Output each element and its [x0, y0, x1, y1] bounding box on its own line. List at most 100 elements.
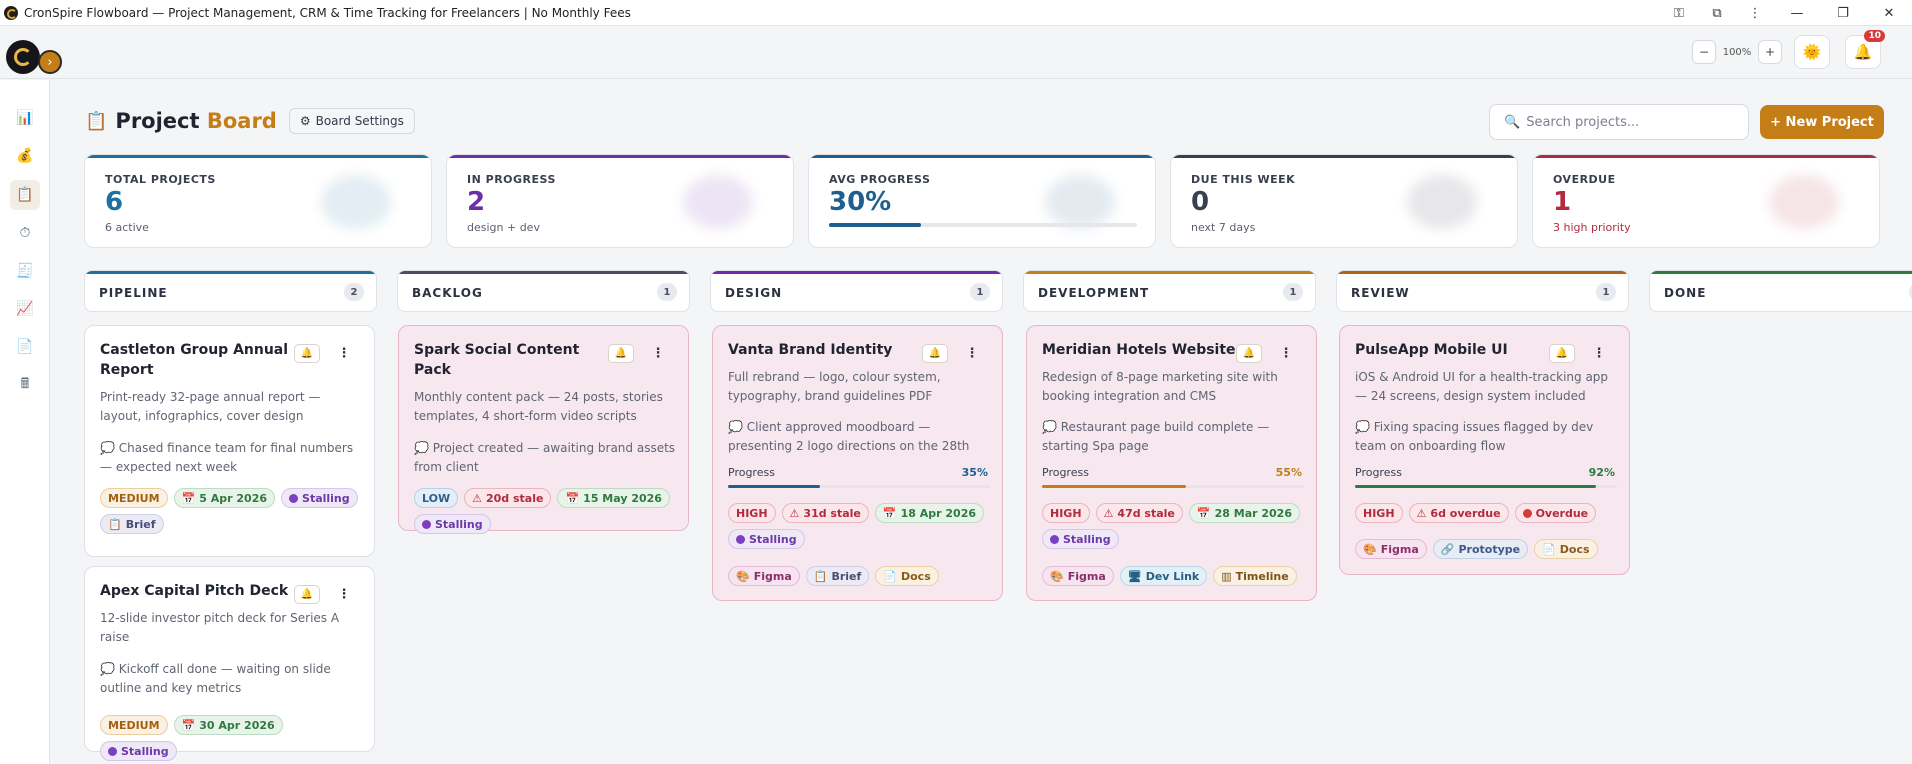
column-header-development[interactable]: DEVELOPMENT 1 — [1023, 270, 1316, 312]
figma-link[interactable]: 🎨 Figma — [728, 566, 800, 586]
project-card-meridian[interactable]: Meridian Hotels Website 🔔 ⋮ Redesign of … — [1026, 325, 1317, 601]
docs-link[interactable]: 📄 Docs — [1534, 539, 1598, 559]
bell-icon[interactable]: 🔔 — [294, 585, 320, 604]
docs-link[interactable]: 📄 Docs — [875, 566, 939, 586]
status-badge: Stalling — [414, 514, 491, 534]
zoom-control: − 100% + — [1692, 40, 1782, 64]
due-date-badge: 📅 15 May 2026 — [557, 488, 670, 508]
search-input[interactable]: 🔍 Search projects... — [1489, 104, 1749, 140]
project-note: 💭 Restaurant page build complete — start… — [1042, 420, 1270, 453]
close-button[interactable]: ✕ — [1883, 5, 1895, 21]
search-icon: 🔍 — [1504, 114, 1521, 130]
bell-icon[interactable]: 🔔 — [1549, 344, 1575, 363]
clipboard-icon: 📋 — [16, 187, 34, 203]
stopwatch-icon: ⏱ — [19, 225, 31, 241]
bell-icon[interactable]: 🔔 — [1236, 344, 1262, 363]
warning-icon: ⚠ — [1416, 506, 1427, 520]
figma-link[interactable]: 🎨 Figma — [1042, 566, 1114, 586]
more-vertical-icon[interactable]: ⋮ — [651, 346, 665, 361]
project-card-apex[interactable]: Apex Capital Pitch Deck 🔔 ⋮ 12-slide inv… — [84, 566, 375, 761]
stat-subtext: design + dev — [467, 221, 540, 234]
column-header-review[interactable]: REVIEW 1 — [1336, 270, 1629, 312]
calculator-icon: 🖩 — [20, 376, 30, 392]
priority-badge: HIGH — [1355, 503, 1403, 523]
stat-subtext: 6 active — [105, 221, 149, 234]
zoom-in-button[interactable]: + — [1758, 40, 1782, 64]
status-badge: Stalling — [728, 529, 805, 549]
due-date-badge: 📅 28 Mar 2026 — [1188, 503, 1300, 523]
stale-badge: ⚠ 31d stale — [781, 503, 869, 523]
zoom-out-button[interactable]: − — [1692, 40, 1716, 64]
column-header-pipeline[interactable]: PIPELINE 2 — [84, 270, 377, 312]
project-card-pulseapp[interactable]: PulseApp Mobile UI 🔔 ⋮ iOS & Android UI … — [1339, 325, 1630, 575]
docs-icon: 📄 — [1542, 542, 1556, 556]
priority-badge: MEDIUM — [100, 715, 168, 735]
extensions-icon[interactable]: ⧉ — [1712, 5, 1722, 21]
timeline-link[interactable]: ▥ Timeline — [1213, 566, 1297, 586]
link-icon: 🔗 — [1440, 542, 1455, 556]
notifications-button[interactable]: 🔔 10 — [1845, 30, 1885, 69]
link-list: 🎨 Figma 🔗 Prototype 📄 Docs — [1355, 539, 1620, 559]
calendar-icon: 📅 — [882, 506, 897, 520]
new-project-button[interactable]: + New Project — [1760, 105, 1884, 139]
sidebar-item-dashboard[interactable]: 📊 — [10, 103, 40, 133]
more-vertical-icon[interactable]: ⋮ — [965, 346, 979, 361]
brand-logo[interactable] — [6, 40, 40, 74]
theme-toggle-button[interactable]: 🌞 — [1794, 35, 1830, 69]
progress-value: 35% — [961, 466, 988, 479]
column-header-design[interactable]: DESIGN 1 — [710, 270, 1003, 312]
more-vertical-icon[interactable]: ⋮ — [337, 346, 351, 361]
board-settings-button[interactable]: ⚙ Board Settings — [288, 108, 415, 134]
minimize-button[interactable]: — — [1790, 5, 1804, 21]
zoom-level: 100% — [1722, 46, 1752, 58]
project-note: 💭 Kickoff call done — waiting on slide o… — [100, 662, 331, 695]
project-card-vanta[interactable]: Vanta Brand Identity 🔔 ⋮ Full rebrand — … — [712, 325, 1003, 601]
app-header: › − 100% + 🌞 🔔 10 — [0, 26, 1912, 79]
progress-label: Progress — [1042, 466, 1089, 479]
sidebar-item-invoices[interactable]: 🧾 — [10, 256, 40, 286]
warning-icon: ⚠ — [789, 506, 800, 520]
sidebar-item-calculator[interactable]: 🖩 — [10, 370, 40, 400]
restore-button[interactable]: ❐ — [1837, 5, 1849, 21]
project-card-castleton[interactable]: Castleton Group Annual Report 🔔 ⋮ Print-… — [84, 325, 375, 557]
figma-link[interactable]: 🎨 Figma — [1355, 539, 1427, 559]
bell-icon[interactable]: 🔔 — [608, 344, 634, 363]
tag-list: HIGH ⚠ 47d stale 📅 28 Mar 2026 Stalling — [1042, 503, 1307, 549]
sidebar-item-projects[interactable]: 📋 — [10, 180, 40, 210]
stat-card-due-this-week: DUE THIS WEEK 0 next 7 days — [1170, 154, 1518, 248]
sidebar-item-time[interactable]: ⏱ — [10, 218, 40, 248]
main-content: 📋 Project Board ⚙ Board Settings 🔍 Searc… — [51, 80, 1912, 764]
more-vertical-icon[interactable]: ⋮ — [1279, 346, 1293, 361]
project-description: Monthly content pack — 24 posts, stories… — [414, 390, 663, 423]
column-header-backlog[interactable]: BACKLOG 1 — [397, 270, 690, 312]
stat-value: 30% — [829, 187, 892, 217]
sidebar-expand-button[interactable]: › — [38, 50, 62, 74]
dev-link[interactable]: 🖥 Dev Link — [1119, 566, 1208, 586]
column-header-done[interactable]: DONE 0 — [1649, 270, 1912, 312]
prototype-link[interactable]: 🔗 Prototype — [1432, 539, 1529, 559]
progress-value: 92% — [1588, 466, 1615, 479]
more-vertical-icon[interactable]: ⋮ — [1748, 5, 1762, 21]
calendar-icon: 📅 — [565, 491, 580, 505]
brief-link[interactable]: 📋 Brief — [100, 514, 164, 534]
status-badge: Stalling — [1042, 529, 1119, 549]
sidebar-item-finance[interactable]: 💰 — [10, 141, 40, 171]
docs-icon: 📄 — [883, 569, 897, 583]
column-count-badge: 1 — [1283, 283, 1303, 301]
due-date-badge: 📅 30 Apr 2026 — [173, 715, 283, 735]
due-date-badge: 📅 18 Apr 2026 — [874, 503, 985, 523]
sidebar-item-reports[interactable]: 📈 — [10, 294, 40, 324]
sidebar-item-documents[interactable]: 📄 — [10, 332, 40, 362]
stat-value: 0 — [1191, 187, 1210, 217]
key-icon[interactable]: ⚿ — [1674, 5, 1684, 21]
app-logo-icon — [4, 5, 18, 20]
project-description: 12-slide investor pitch deck for Series … — [100, 611, 340, 644]
column-count-badge: 1 — [1596, 283, 1616, 301]
bell-icon[interactable]: 🔔 — [294, 344, 320, 363]
project-card-spark[interactable]: Spark Social Content Pack 🔔 ⋮ Monthly co… — [398, 325, 689, 534]
bell-icon[interactable]: 🔔 — [922, 344, 948, 363]
more-vertical-icon[interactable]: ⋮ — [337, 587, 351, 602]
trend-icon: 📈 — [16, 301, 34, 317]
more-vertical-icon[interactable]: ⋮ — [1592, 346, 1606, 361]
brief-link[interactable]: 📋 Brief — [805, 566, 870, 586]
